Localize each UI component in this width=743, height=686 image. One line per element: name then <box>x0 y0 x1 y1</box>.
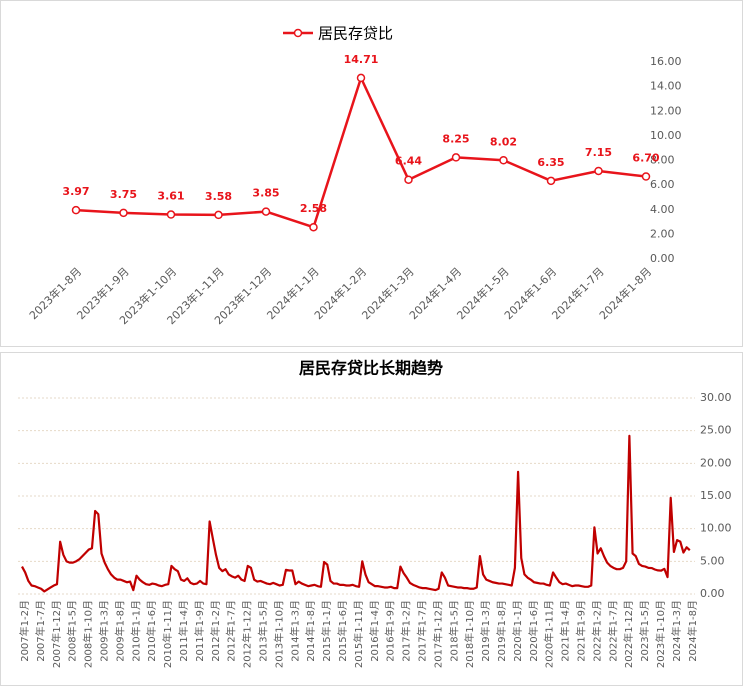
x-tick-label: 2014年1-3月 <box>288 600 301 662</box>
data-point <box>499 156 508 165</box>
data-point <box>641 172 651 181</box>
data-label: 3.75 <box>110 188 137 201</box>
x-tick-label: 2012年1-2月 <box>209 600 222 662</box>
data-point <box>71 205 81 215</box>
data-label: 3.85 <box>252 187 279 200</box>
x-tick-label: 2022年1-2月 <box>590 600 603 662</box>
x-tick-label: 2012年1-12月 <box>241 600 254 668</box>
x-tick-label: 2013年1-5月 <box>257 600 270 662</box>
y-tick-label: 15.00 <box>700 489 732 502</box>
x-tick-label: 2010年1-1月 <box>129 600 142 662</box>
x-tick-label: 2021年1-9月 <box>575 600 588 662</box>
y-tick-label: 25.00 <box>700 424 732 437</box>
chart-title: 居民存贷比长期趋势 <box>299 359 443 378</box>
x-tick-label: 2010年1-11月 <box>161 600 174 668</box>
data-label: 7.15 <box>585 146 612 159</box>
data-point <box>309 222 318 232</box>
data-label: 8.25 <box>442 132 469 145</box>
data-point <box>214 210 223 220</box>
x-tick-label: 2013年1-10月 <box>272 600 285 668</box>
x-tick-label: 2018年1-10月 <box>463 600 476 668</box>
x-tick-label: 2016年1-4月 <box>368 600 381 662</box>
data-label: 3.61 <box>157 190 184 203</box>
x-tick-label: 2020年1-1月 <box>511 600 524 662</box>
chart-frame <box>0 352 743 686</box>
y-tick-label: 10.00 <box>650 129 682 142</box>
x-tick-label: 2024年1-8月 <box>686 600 699 662</box>
x-tick-label: 2010年1-6月 <box>145 600 158 662</box>
y-tick-label: 4.00 <box>650 203 675 216</box>
x-tick-label: 2017年1-12月 <box>431 600 444 668</box>
data-label: 3.58 <box>205 190 232 203</box>
y-tick-label: 0.00 <box>700 587 725 600</box>
x-tick-label: 2020年1-6月 <box>527 600 540 662</box>
x-tick-label: 2018年1-5月 <box>447 600 460 662</box>
legend-marker <box>293 28 303 38</box>
x-tick-label: 2017年1-7月 <box>416 600 429 662</box>
legend-label: 居民存贷比 <box>318 25 393 43</box>
x-tick-label: 2022年1-12月 <box>622 600 635 668</box>
x-tick-label: 2019年1-8月 <box>495 600 508 662</box>
x-tick-label: 2008年1-5月 <box>66 600 79 662</box>
x-tick-label: 2009年1-3月 <box>98 600 111 662</box>
x-tick-label: 2012年1-7月 <box>225 600 238 662</box>
data-label: 6.44 <box>395 155 422 168</box>
y-tick-label: 2.00 <box>650 227 675 240</box>
data-line <box>21 434 691 593</box>
x-tick-label: 2017年1-2月 <box>400 600 413 662</box>
x-tick-label: 2011年1-4月 <box>177 600 190 662</box>
x-tick-label: 2015年1-6月 <box>336 600 349 662</box>
data-point <box>594 166 603 176</box>
x-tick-label: 2008年1-10月 <box>82 600 95 668</box>
x-tick-label: 2021年1-4月 <box>559 600 572 662</box>
x-tick-label: 2015年1-11月 <box>352 600 365 668</box>
y-tick-label: 20.00 <box>700 456 732 469</box>
y-tick-label: 16.00 <box>650 55 682 68</box>
x-tick-label: 2019年1-3月 <box>479 600 492 662</box>
y-tick-label: 10.00 <box>700 522 732 535</box>
data-label: 3.97 <box>62 185 89 198</box>
y-tick-label: 0.00 <box>650 252 675 265</box>
x-tick-label: 2024年1-3月 <box>670 600 683 662</box>
data-point <box>404 175 413 184</box>
data-label: 8.02 <box>490 135 517 148</box>
x-tick-label: 2023年1-5月 <box>638 600 651 662</box>
x-tick-label: 2020年1-11月 <box>543 600 556 668</box>
x-tick-label: 2009年1-8月 <box>113 600 126 662</box>
y-tick-label: 30.00 <box>700 391 732 404</box>
x-tick-label: 2007年1-12月 <box>50 600 63 668</box>
data-label: 14.71 <box>344 53 379 66</box>
data-point <box>356 73 366 83</box>
x-tick-label: 2015年1-1月 <box>320 600 333 662</box>
x-tick-label: 2007年1-2月 <box>18 600 31 662</box>
data-point <box>261 207 271 216</box>
y-tick-label: 8.00 <box>650 154 675 167</box>
y-tick-label: 12.00 <box>650 104 682 117</box>
x-tick-label: 2014年1-8月 <box>304 600 317 662</box>
data-point <box>166 210 176 219</box>
data-point <box>451 153 461 162</box>
y-tick-label: 5.00 <box>700 554 725 567</box>
data-label: 2.58 <box>300 202 327 215</box>
x-tick-label: 2023年1-10月 <box>654 600 667 668</box>
data-point <box>546 176 556 186</box>
x-tick-label: 2007年1-7月 <box>34 600 47 662</box>
y-tick-label: 14.00 <box>650 80 682 93</box>
x-tick-label: 2022年1-7月 <box>606 600 619 662</box>
data-point <box>119 208 128 218</box>
x-tick-label: 2016年1-9月 <box>384 600 397 662</box>
x-tick-label: 2011年1-9月 <box>193 600 206 662</box>
y-tick-label: 6.00 <box>650 178 675 191</box>
data-label: 6.70 <box>632 152 659 165</box>
data-label: 6.35 <box>537 156 564 169</box>
